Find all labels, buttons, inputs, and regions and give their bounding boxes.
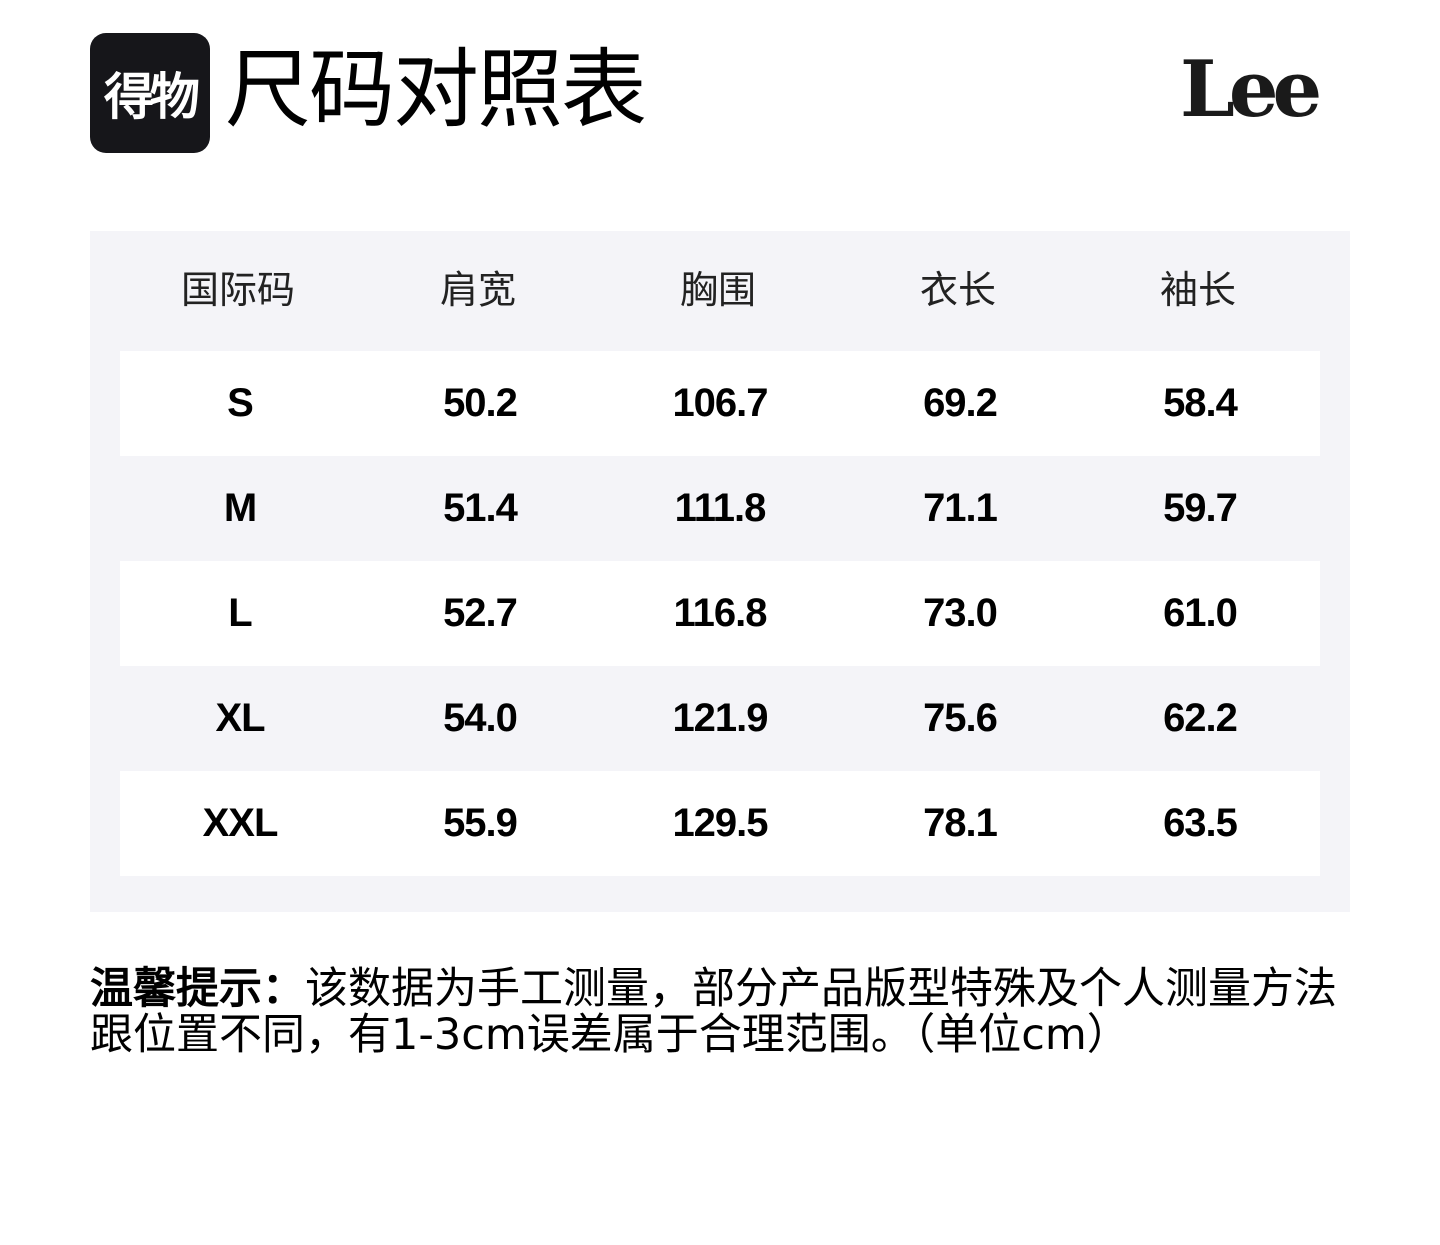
table-cell: 50.2 bbox=[443, 381, 518, 425]
tip-label: 温馨提示： bbox=[90, 964, 305, 1014]
table-cell: XL bbox=[215, 696, 265, 740]
table-body: S 50.2 106.7 69.2 58.4 M 51.4 111.8 71.1 59.7 L 52.… bbox=[120, 351, 1320, 876]
table-row: S 50.2 106.7 69.2 58.4 bbox=[120, 351, 1320, 456]
table-cell: 59.7 bbox=[1163, 486, 1238, 530]
table-cell: 106.7 bbox=[672, 381, 768, 425]
page-title: 尺码对照表 bbox=[225, 40, 647, 140]
table-row: L 52.7 116.8 73.0 61.0 bbox=[120, 561, 1320, 666]
table-cell: 73.0 bbox=[923, 591, 998, 635]
table-cell: 52.7 bbox=[443, 591, 518, 635]
table-cell: 78.1 bbox=[923, 801, 998, 845]
dewu-logo: 得物 bbox=[90, 33, 210, 153]
column-header: 衣长 bbox=[919, 268, 996, 312]
table-cell: 69.2 bbox=[923, 381, 998, 425]
table-cell: L bbox=[228, 591, 252, 635]
column-header: 胸围 bbox=[679, 268, 756, 312]
table-cell: S bbox=[227, 381, 254, 425]
table-header: 国际码 肩宽 胸围 衣长 袖长 bbox=[118, 231, 1318, 351]
column-header: 国际码 bbox=[180, 268, 295, 312]
size-table: 国际码 肩宽 胸围 衣长 袖长 S 50.2 106.7 69.2 58.4 M 51.4 1… bbox=[90, 231, 1350, 912]
tip-text: 该数据为手工测量，部分产品版型特殊及个人测量方法跟位置不同，有1-3cm误差属于… bbox=[90, 964, 1337, 1060]
table-row: XL 54.0 121.9 75.6 62.2 bbox=[120, 666, 1320, 771]
table-cell: 62.2 bbox=[1163, 696, 1238, 740]
table-cell: 129.5 bbox=[672, 801, 768, 845]
table-cell: 54.0 bbox=[443, 696, 518, 740]
table-cell: 58.4 bbox=[1163, 381, 1238, 425]
table-cell: 55.9 bbox=[443, 801, 518, 845]
table-cell: 61.0 bbox=[1163, 591, 1238, 635]
column-header: 袖长 bbox=[1159, 268, 1236, 312]
lee-brand-logo: Lee bbox=[1180, 44, 1322, 135]
column-header: 肩宽 bbox=[439, 268, 516, 312]
table-cell: XXL bbox=[202, 801, 279, 845]
tip-note: 温馨提示：该数据为手工测量，部分产品版型特殊及个人测量方法跟位置不同，有1-3c… bbox=[90, 966, 1345, 1058]
table-cell: 75.6 bbox=[923, 696, 998, 740]
table-cell: 116.8 bbox=[673, 591, 768, 635]
table-row: M 51.4 111.8 71.1 59.7 bbox=[120, 456, 1320, 561]
logo-text: 得物 bbox=[104, 68, 200, 126]
table-cell: 63.5 bbox=[1163, 801, 1238, 845]
table-cell: 51.4 bbox=[443, 486, 518, 530]
table-cell: 121.9 bbox=[672, 696, 768, 740]
table-cell: 111.8 bbox=[674, 486, 767, 530]
table-cell: 71.1 bbox=[923, 486, 998, 530]
table-row: XXL 55.9 129.5 78.1 63.5 bbox=[120, 771, 1320, 876]
table-cell: M bbox=[223, 486, 257, 530]
